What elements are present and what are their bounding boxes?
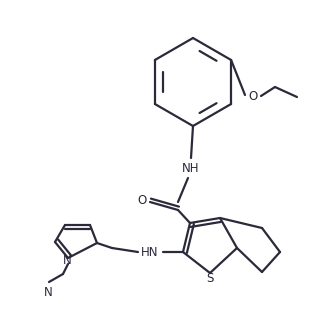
Text: O: O (248, 91, 257, 104)
Text: S: S (206, 271, 214, 284)
Text: O: O (138, 194, 147, 206)
Text: N: N (62, 254, 71, 267)
Text: HN: HN (141, 246, 159, 259)
Text: NH: NH (182, 162, 200, 175)
Text: N: N (44, 285, 52, 299)
